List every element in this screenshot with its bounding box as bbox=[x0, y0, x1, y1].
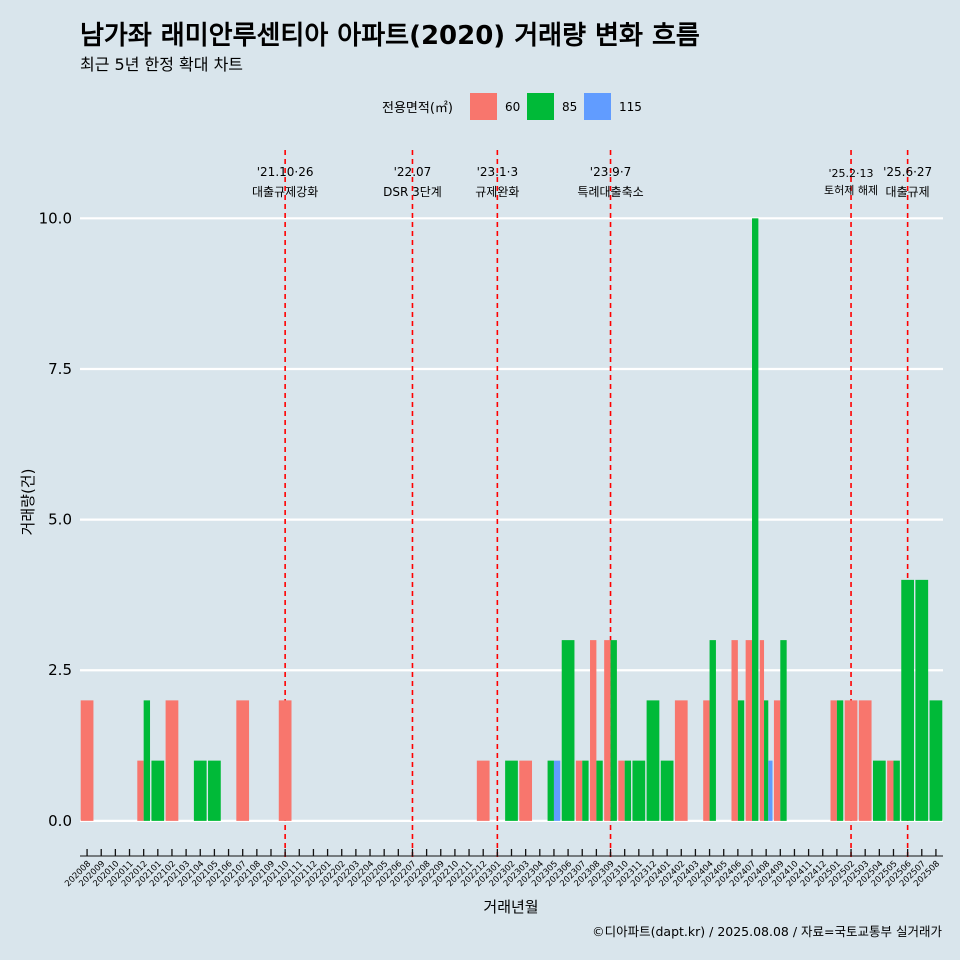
legend-label-85: 85 bbox=[562, 100, 577, 114]
event-label: 대출규제 bbox=[886, 185, 930, 199]
event-label: 토허제 해제 bbox=[824, 183, 878, 197]
event-date: '23.1·3 bbox=[477, 165, 518, 179]
bar-202508-85 bbox=[929, 700, 943, 821]
bar-202404-85 bbox=[709, 640, 716, 821]
bar-202302-85 bbox=[505, 760, 518, 821]
event-date: '25.2·13 bbox=[829, 167, 874, 180]
bar-202308-85 bbox=[596, 760, 603, 821]
bar-202409-85 bbox=[780, 640, 787, 821]
y-axis-title: 거래량(건) bbox=[19, 469, 37, 536]
legend-label-115: 115 bbox=[619, 100, 642, 114]
bar-202212-60 bbox=[476, 760, 490, 821]
bar-202307-60 bbox=[575, 760, 583, 821]
bar-202012-60 bbox=[137, 760, 144, 821]
bar-202102-60 bbox=[165, 700, 179, 821]
bar-202406-85 bbox=[737, 700, 745, 821]
event-date: '22.07 bbox=[394, 165, 432, 179]
legend-key-60 bbox=[470, 93, 497, 120]
bar-202504-85 bbox=[872, 760, 886, 821]
bar-202402-60 bbox=[674, 700, 688, 821]
legend-label-60: 60 bbox=[505, 100, 520, 114]
y-tick-label: 7.5 bbox=[48, 360, 72, 378]
y-tick-label: 5.0 bbox=[48, 511, 72, 529]
bar-202311-85 bbox=[632, 760, 646, 821]
y-tick-label: 10.0 bbox=[39, 209, 72, 227]
legend-title: 전용면적(㎡) bbox=[382, 101, 453, 116]
bar-202505-85 bbox=[893, 760, 900, 821]
bar-202110-60 bbox=[278, 700, 292, 821]
bar-202312-85 bbox=[646, 700, 660, 821]
bar-202308-60 bbox=[590, 640, 597, 821]
bar-202409-60 bbox=[773, 700, 781, 821]
bar-202107-60 bbox=[236, 700, 250, 821]
legend: 전용면적(㎡) 60 85 115 bbox=[382, 93, 642, 120]
bar-202404-60 bbox=[703, 700, 710, 821]
event-label: DSR 3단계 bbox=[383, 185, 442, 199]
bar-202506-85 bbox=[901, 579, 914, 821]
bar-202406-60 bbox=[731, 640, 738, 821]
legend-key-115 bbox=[584, 93, 611, 120]
bar-202501-85 bbox=[836, 700, 844, 821]
bar-202408-60 bbox=[759, 640, 765, 821]
bar-202310-85 bbox=[624, 760, 632, 821]
event-lines: '21.10·26 대출규제강화 '22.07 DSR 3단계 '23.1·3 규제완화 '… bbox=[252, 150, 932, 858]
x-axis-title: 거래년월 bbox=[483, 898, 538, 916]
y-tick-label: 0.0 bbox=[48, 812, 72, 830]
bar-202408-115 bbox=[768, 760, 773, 821]
bar-202306-85 bbox=[561, 640, 575, 821]
bar-202105-85 bbox=[208, 760, 221, 821]
x-axis: 2020082020092020102020112020122021012021… bbox=[63, 849, 943, 889]
event-date: '25.6·27 bbox=[883, 165, 932, 179]
bar-202310-60 bbox=[618, 760, 625, 821]
bar-202305-115 bbox=[553, 760, 561, 821]
bar-202012-85 bbox=[143, 700, 151, 821]
event-label: 대출규제강화 bbox=[252, 185, 318, 199]
chart-subtitle: 최근 5년 한정 확대 차트 bbox=[80, 55, 243, 74]
bar-202507-85 bbox=[915, 579, 929, 821]
event-label: 특례대출축소 bbox=[577, 185, 643, 199]
bar-202501-60 bbox=[830, 700, 837, 821]
bar-202305-85 bbox=[547, 760, 554, 821]
y-tick-label: 2.5 bbox=[48, 661, 72, 679]
chart-title: 남가좌 래미안루센티아 아파트(2020) 거래량 변화 흐름 bbox=[80, 21, 700, 51]
bar-202503-60 bbox=[858, 700, 872, 821]
bar-202401-85 bbox=[660, 760, 674, 821]
bar-202309-85 bbox=[610, 640, 617, 821]
bar-202307-85 bbox=[582, 760, 589, 821]
bar-202505-60 bbox=[887, 760, 894, 821]
bar-202303-60 bbox=[519, 760, 533, 821]
event-date: '23.9·7 bbox=[590, 165, 631, 179]
event-label: 규제완화 bbox=[475, 185, 519, 199]
bar-202407-85 bbox=[752, 218, 759, 821]
caption: ©디아파트(dapt.kr) / 2025.08.08 / 자료=국토교통부 실… bbox=[592, 924, 942, 939]
bar-202104-85 bbox=[193, 760, 207, 821]
event-date: '21.10·26 bbox=[257, 165, 314, 179]
bar-202008-60 bbox=[80, 700, 94, 821]
bar-202502-60 bbox=[844, 700, 858, 821]
bar-202407-60 bbox=[745, 640, 753, 821]
bar-202408-85 bbox=[764, 700, 769, 821]
bar-202309-60 bbox=[604, 640, 611, 821]
y-axis: 0.0 2.5 5.0 7.5 10.0 bbox=[39, 209, 72, 830]
grid bbox=[80, 217, 943, 822]
legend-key-85 bbox=[527, 93, 554, 120]
bar-202101-85 bbox=[151, 760, 165, 821]
bars bbox=[80, 218, 943, 821]
